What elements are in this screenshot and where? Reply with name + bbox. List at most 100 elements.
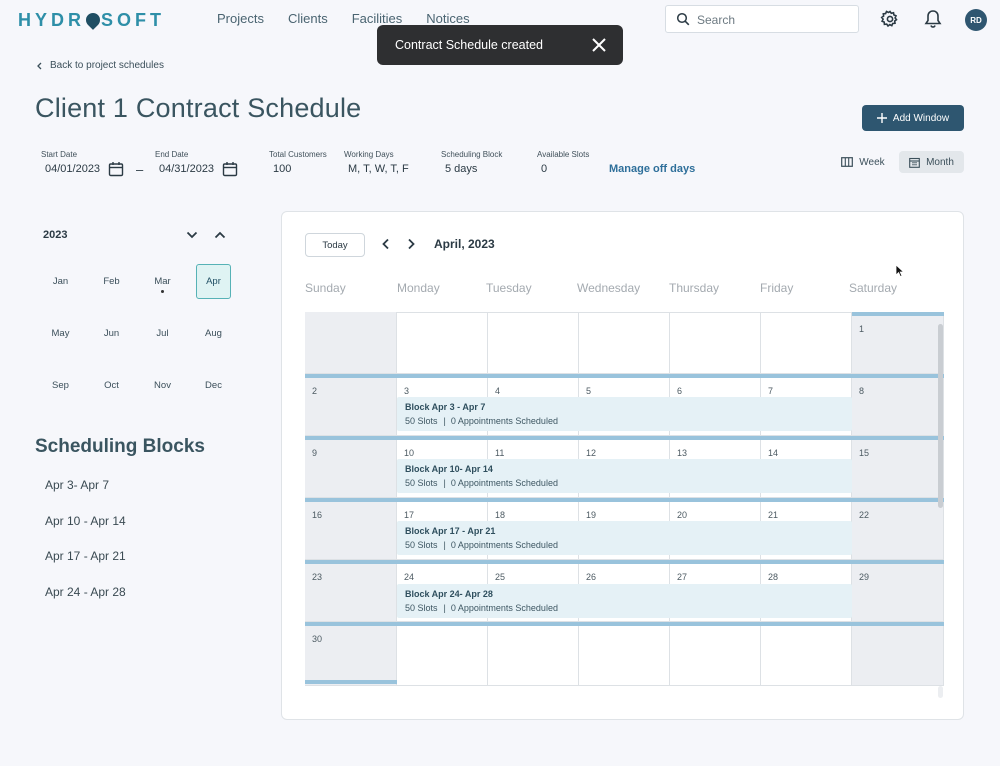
month-aug[interactable]: Aug [205,328,222,339]
calendar-icon [909,157,920,168]
day-number: 10 [404,448,415,458]
month-may[interactable]: May [51,328,70,339]
avatar[interactable]: RD [965,9,987,31]
block-title: Block Apr 3 - Apr 7 [405,402,486,412]
calendar-day-cell[interactable] [305,622,397,686]
weekday-header: Sunday [305,281,346,295]
bell-icon[interactable] [924,9,942,29]
calendar-day-cell[interactable] [852,560,944,622]
calendar-day-cell[interactable] [488,622,579,686]
calendar-day-cell[interactable] [305,312,397,374]
day-number: 27 [677,572,688,582]
calendar-day-cell[interactable] [761,312,852,374]
calendar-day-cell[interactable] [305,498,397,560]
calendar-day-cell[interactable] [670,312,761,374]
month-oct[interactable]: Oct [104,380,119,391]
top-bar: HYDR SOFT Projects Clients Facilities Not… [0,0,1000,40]
start-date-field[interactable]: Start Date 04/01/2023 [41,150,101,175]
day-number: 18 [495,510,506,520]
search-box[interactable] [665,5,859,33]
calendar-day-cell[interactable] [670,622,761,686]
scrollbar-track [938,686,943,698]
day-number: 22 [859,510,870,520]
weekday-header: Tuesday [486,281,532,295]
calendar-day-cell[interactable] [305,374,397,436]
scrollbar[interactable] [938,324,943,508]
calendar-day-cell[interactable] [397,312,488,374]
search-input[interactable] [697,11,852,29]
day-number: 30 [312,634,323,644]
back-link-label: Back to project schedules [50,60,164,71]
schedule-block-event[interactable]: Block Apr 10- Apr 14 50 Slots | 0 Appointme… [397,459,852,493]
month-feb[interactable]: Feb [103,276,120,287]
date-separator: – [136,162,144,177]
calendar-day-cell[interactable] [852,374,944,436]
nav-facilities[interactable]: Facilities [351,11,403,26]
calendar-day-cell[interactable] [579,622,670,686]
close-icon[interactable] [591,37,607,53]
month-jun[interactable]: Jun [103,328,120,339]
weekday-header: Thursday [669,281,720,295]
calendar-day-cell[interactable] [488,312,579,374]
chevron-up-icon[interactable] [214,229,226,241]
calendar-day-cell[interactable] [579,312,670,374]
month-jul[interactable]: Jul [156,328,169,339]
search-icon [676,12,690,26]
week-view-button[interactable]: Week [836,151,890,173]
nav-notices[interactable]: Notices [426,11,470,26]
day-number: 15 [859,448,870,458]
nav-clients[interactable]: Clients [287,11,328,26]
month-apr[interactable]: Apr [196,264,231,299]
month-jan[interactable]: Jan [52,276,69,287]
calendar-day-cell[interactable] [852,622,944,686]
scheduling-block-item[interactable]: Apr 24 - Apr 28 [45,585,126,599]
calendar-icon[interactable] [108,161,124,177]
today-button[interactable]: Today [305,233,365,257]
schedule-block-event[interactable]: Block Apr 24- Apr 28 50 Slots | 0 Appointme… [397,584,852,618]
page-title: Client 1 Contract Schedule [35,93,362,123]
calendar-day-cell[interactable] [397,622,488,686]
scheduling-block-item[interactable]: Apr 10 - Apr 14 [45,514,126,528]
chevron-left-icon[interactable] [381,238,391,250]
current-month-label: April, 2023 [434,237,495,251]
block-title: Block Apr 10- Apr 14 [405,464,493,474]
calendar-day-cell[interactable] [305,436,397,498]
week-divider-bar [305,680,397,684]
scheduling-block-item[interactable]: Apr 3- Apr 7 [45,478,110,492]
main-nav: Projects Clients Facilities Notices [217,11,470,26]
manage-off-days-link[interactable]: Manage off days [609,163,696,175]
month-nov[interactable]: Nov [154,380,171,391]
event-dot [161,290,164,293]
weekday-header: Wednesday [577,281,641,295]
calendar-icon[interactable] [222,161,238,177]
schedule-block-event[interactable]: Block Apr 17 - Apr 21 50 Slots | 0 Appointm… [397,521,852,555]
calendar-day-cell[interactable] [305,560,397,622]
chevron-down-icon[interactable] [186,229,198,241]
day-number: 7 [768,386,774,396]
schedule-block-event[interactable]: Block Apr 3 - Apr 7 50 Slots | 0 Appointmen… [397,397,852,431]
back-link[interactable]: Back to project schedules [36,60,164,71]
calendar-day-cell[interactable] [761,622,852,686]
scheduling-block-item[interactable]: Apr 17 - Apr 21 [45,549,126,563]
end-date-field[interactable]: End Date 04/31/2023 [155,150,215,175]
week-divider-bar [305,374,944,378]
calendar-day-cell[interactable] [852,498,944,560]
day-number: 19 [586,510,597,520]
month-dec[interactable]: Dec [205,380,222,391]
chevron-left-icon [37,62,42,69]
nav-projects[interactable]: Projects [217,11,264,26]
working-days-field: Working Days M, T, W, T, F [344,150,409,175]
week-divider-bar [305,498,944,502]
hydrosoft-logo[interactable]: HYDR SOFT [18,10,166,30]
day-number: 3 [404,386,410,396]
gear-icon[interactable] [880,9,900,29]
add-window-button[interactable]: Add Window [862,105,964,131]
calendar-day-cell[interactable] [852,312,944,374]
calendar-day-cell[interactable] [852,436,944,498]
month-view-button[interactable]: Month [899,151,964,173]
available-slots-value: 0 [541,163,548,175]
chevron-right-icon[interactable] [406,238,416,250]
block-summary: 50 Slots | 0 Appointments Scheduled [405,540,558,550]
month-mar[interactable]: Mar [145,264,180,299]
month-sep[interactable]: Sep [52,380,69,391]
